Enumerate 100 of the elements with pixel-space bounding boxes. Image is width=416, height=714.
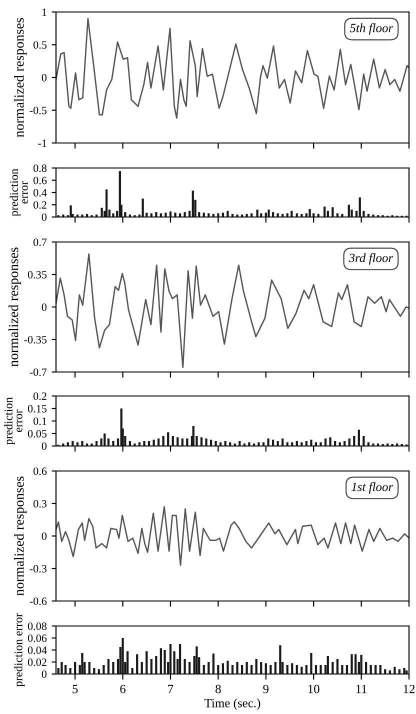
x-tick-label: 5 xyxy=(72,684,78,694)
bar xyxy=(126,651,129,674)
bar xyxy=(320,665,322,674)
bar xyxy=(246,662,248,674)
y-axis-title: prediction error xyxy=(14,613,25,687)
bar xyxy=(291,663,294,674)
bar xyxy=(81,441,84,446)
y-tick-label: 1 xyxy=(42,8,46,16)
bar xyxy=(146,651,148,674)
bar xyxy=(169,644,172,674)
bar xyxy=(214,441,217,446)
y-tick-label: 0.4 xyxy=(34,188,47,197)
bar xyxy=(350,654,353,674)
bar xyxy=(155,656,158,674)
bar xyxy=(394,666,396,674)
x-tick-label: 6 xyxy=(120,684,126,694)
bar xyxy=(256,210,258,217)
bar xyxy=(184,659,186,674)
bar xyxy=(143,441,146,446)
bar xyxy=(226,210,229,217)
line-series xyxy=(56,506,409,566)
bar xyxy=(354,654,357,674)
bar xyxy=(358,197,361,217)
bar xyxy=(267,438,270,446)
y-tick-label: -0.6 xyxy=(30,597,47,606)
y-tick-label: 0.8 xyxy=(34,164,47,172)
bar xyxy=(326,656,329,674)
bar xyxy=(222,663,224,674)
y-tick-label: 0 xyxy=(42,442,47,450)
bar xyxy=(164,650,166,674)
bar xyxy=(360,654,362,674)
y-tick-label: 0.6 xyxy=(34,467,47,476)
bar xyxy=(323,206,326,217)
y-tick-label: 0.7 xyxy=(34,238,47,246)
bar xyxy=(164,212,167,217)
y-tick-label: 0.04 xyxy=(28,646,47,654)
x-tick-label: 8 xyxy=(216,684,221,694)
bar xyxy=(105,189,108,217)
bar xyxy=(178,644,182,674)
y-axis-title: prediction error xyxy=(10,168,28,216)
bar xyxy=(184,212,186,217)
y-tick-label: 0.02 xyxy=(28,658,46,666)
bar xyxy=(102,665,105,674)
y-tick-label: -1 xyxy=(38,140,46,147)
line-series xyxy=(56,253,409,368)
bar xyxy=(320,442,322,446)
bar xyxy=(255,659,258,674)
bar xyxy=(70,205,72,217)
y-tick-label: 0 xyxy=(42,74,47,82)
bar xyxy=(336,659,339,674)
bar xyxy=(329,437,332,446)
annotation: 5th floor xyxy=(350,23,394,35)
bar xyxy=(348,204,350,217)
bar xyxy=(205,438,208,446)
y-tick-label: -0.7 xyxy=(30,368,47,376)
y-tick-label: 0 xyxy=(42,303,47,311)
bar xyxy=(276,441,279,446)
bar xyxy=(192,190,194,217)
annotation: 1st floor xyxy=(352,482,394,494)
y-tick-label: 0.06 xyxy=(28,634,47,642)
x-tick-label: 10 xyxy=(308,684,320,694)
y-tick-label: 0.2 xyxy=(34,392,46,400)
y-axis-title: prediction error xyxy=(4,397,22,445)
bar xyxy=(104,434,106,446)
bar xyxy=(310,653,312,674)
bar xyxy=(403,668,406,674)
bar xyxy=(112,662,114,674)
bar xyxy=(122,638,124,674)
bar xyxy=(100,208,103,217)
bar xyxy=(308,209,311,217)
bar xyxy=(72,441,74,446)
y-tick-label: 0.35 xyxy=(28,270,47,279)
y-axis-title: normalized responses xyxy=(14,476,27,596)
bar xyxy=(160,648,162,674)
bar xyxy=(192,426,194,446)
x-tick-label: 11 xyxy=(356,684,367,694)
bar xyxy=(248,442,250,446)
y-axis-title: normalized responses xyxy=(8,248,22,367)
bar xyxy=(112,213,114,217)
bar xyxy=(107,659,110,674)
y-tick-label: 0 xyxy=(42,670,47,678)
bar xyxy=(226,660,229,674)
bar xyxy=(212,654,214,674)
bar xyxy=(81,653,84,674)
bar xyxy=(341,665,344,674)
y-tick-label: 0.5 xyxy=(34,41,47,49)
bar xyxy=(332,207,334,217)
bar xyxy=(341,214,344,217)
bar xyxy=(268,210,270,217)
bar xyxy=(136,654,138,674)
bar xyxy=(279,645,282,674)
annotation: 3rd floor xyxy=(348,253,394,265)
x-tick-label: 12 xyxy=(404,684,415,694)
x-axis-title: Time (sec.) xyxy=(204,698,260,710)
y-tick-label: 0.3 xyxy=(34,500,47,508)
y-axis-title: normalized responses xyxy=(14,18,27,138)
bar xyxy=(69,668,72,674)
y-tick-label: -0.3 xyxy=(30,564,47,573)
y-tick-label: 0.2 xyxy=(34,201,46,209)
y-tick-label: 0 xyxy=(42,213,47,221)
